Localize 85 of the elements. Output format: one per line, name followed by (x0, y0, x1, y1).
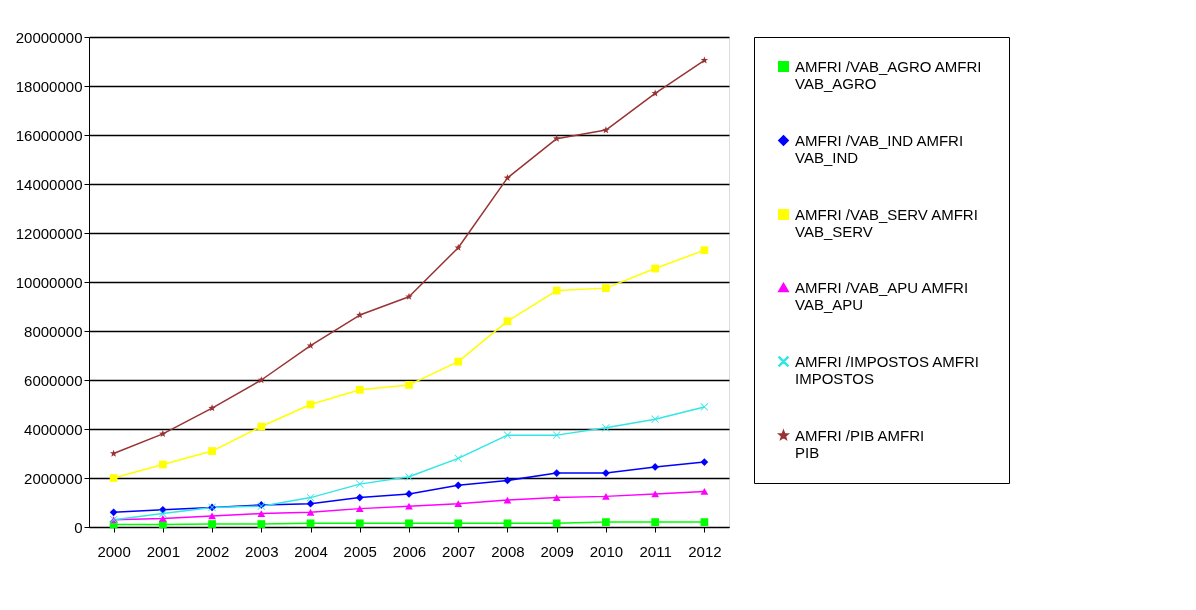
point (651, 463, 660, 471)
legend-label: AMFRI /IMPOSTOS AMFRI IMPOSTOS (795, 352, 979, 387)
point (208, 404, 216, 412)
x-tick-label: 2011 (639, 542, 672, 560)
legend-label: AMFRI /VAB_AGRO AMFRI VAB_AGRO (795, 57, 982, 92)
y-tick-label: 18000000 (15, 77, 83, 95)
point (454, 519, 463, 528)
point (405, 292, 413, 300)
point (356, 311, 364, 319)
point (454, 500, 463, 508)
point (651, 518, 660, 526)
y-tick-label: 12000000 (15, 224, 83, 242)
x-tick-label: 2012 (688, 542, 722, 560)
y-tick-label: 4000000 (24, 420, 83, 438)
point (208, 520, 216, 528)
x-tick-label: 2003 (245, 542, 279, 560)
point (602, 284, 610, 292)
x-tick-label: 2008 (491, 542, 525, 560)
point (700, 246, 709, 255)
point (355, 385, 364, 394)
point (651, 264, 660, 273)
x-tick-label: 2010 (589, 542, 624, 560)
y-tick-label: 10000000 (15, 273, 83, 291)
point (257, 510, 266, 517)
x-tick-label: 2002 (195, 542, 230, 560)
point (355, 505, 364, 512)
point (454, 481, 463, 490)
point (109, 508, 118, 517)
point (700, 518, 709, 526)
point (602, 469, 610, 477)
legend-label: AMFRI /VAB_IND AMFRI VAB_IND (795, 131, 964, 166)
x-tick-label: 2000 (97, 542, 131, 560)
point (700, 488, 709, 495)
point (503, 317, 512, 326)
x-tick-label: 2001 (146, 542, 181, 560)
point (700, 56, 709, 64)
point (257, 422, 266, 431)
point (602, 126, 610, 134)
point (109, 474, 118, 482)
point (355, 519, 364, 528)
point (158, 460, 167, 469)
x-tick-label: 2006 (392, 542, 427, 560)
point (552, 431, 561, 439)
y-tick-label: 20000000 (15, 28, 83, 46)
legend-label: AMFRI /PIB AMFRI PIB (795, 426, 925, 461)
point (257, 520, 266, 528)
point (552, 494, 561, 501)
point (602, 518, 610, 526)
y-tick-label: 16000000 (15, 126, 83, 144)
point (651, 89, 659, 97)
y-tick-label: 2000000 (24, 469, 83, 487)
point (552, 519, 561, 528)
point (306, 519, 315, 528)
point (503, 496, 512, 504)
x-tick-label: 2007 (442, 542, 476, 560)
point (405, 381, 413, 389)
point (355, 493, 364, 502)
point (454, 243, 462, 251)
y-tick-label: 8000000 (24, 322, 83, 340)
point (503, 431, 512, 439)
y-tick-label: 0 (74, 518, 83, 536)
point (700, 458, 709, 466)
y-tick-label: 6000000 (24, 371, 83, 389)
point (553, 134, 561, 142)
point (454, 357, 463, 366)
point (552, 469, 561, 477)
point (503, 519, 512, 528)
x-tick-label: 2009 (540, 542, 574, 560)
point (306, 341, 315, 349)
x-tick-label: 2005 (343, 542, 377, 560)
x-tick-label: 2004 (294, 542, 328, 560)
point (306, 508, 315, 516)
point (405, 519, 413, 528)
point (700, 403, 709, 411)
point (158, 515, 167, 522)
legend-label: AMFRI /VAB_SERV AMFRI VAB_SERV (795, 205, 978, 240)
point (552, 286, 561, 295)
point (306, 499, 315, 508)
point (602, 493, 610, 500)
point (109, 449, 118, 457)
legend-label: AMFRI /VAB_APU AMFRI VAB_APU (795, 278, 969, 313)
point (208, 447, 216, 455)
point (405, 502, 413, 510)
y-tick-label: 14000000 (15, 175, 83, 193)
point (651, 490, 660, 498)
